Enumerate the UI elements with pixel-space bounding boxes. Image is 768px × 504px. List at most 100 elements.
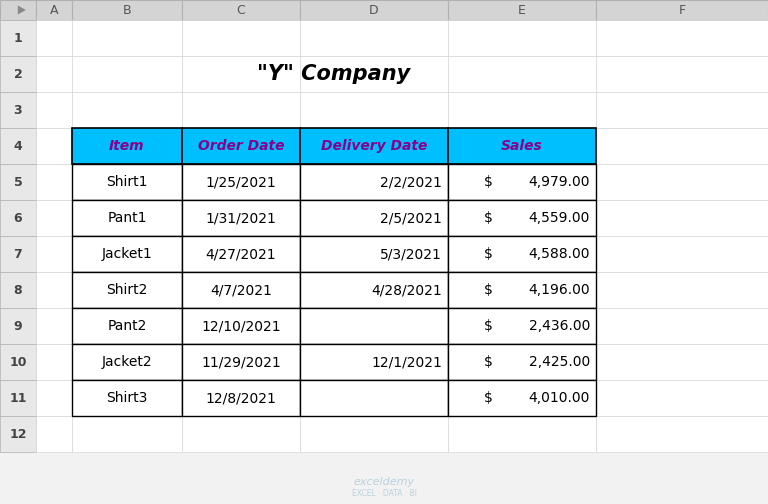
Bar <box>36 20 72 56</box>
Bar <box>182 92 300 128</box>
Text: 1/25/2021: 1/25/2021 <box>206 175 276 189</box>
Bar <box>0 128 36 164</box>
Bar <box>300 128 448 164</box>
Bar <box>36 272 72 308</box>
Bar <box>596 128 768 164</box>
Text: EXCEL · DATA · BI: EXCEL · DATA · BI <box>352 488 416 497</box>
Text: 2,425.00: 2,425.00 <box>528 355 590 369</box>
Bar <box>448 128 596 164</box>
Text: 4,588.00: 4,588.00 <box>528 247 590 261</box>
Bar <box>300 200 448 236</box>
Bar <box>596 308 768 344</box>
Text: 1/31/2021: 1/31/2021 <box>206 211 276 225</box>
Bar <box>182 272 300 308</box>
Bar <box>448 380 596 416</box>
Text: B: B <box>123 4 131 17</box>
Text: 5/3/2021: 5/3/2021 <box>380 247 442 261</box>
Polygon shape <box>18 6 26 15</box>
Text: $: $ <box>484 391 492 405</box>
Bar <box>300 200 448 236</box>
Text: F: F <box>678 4 686 17</box>
Text: $: $ <box>484 283 492 297</box>
Bar <box>36 56 72 92</box>
Bar <box>72 128 182 164</box>
Text: $: $ <box>484 319 492 333</box>
Bar <box>300 92 448 128</box>
Bar <box>182 128 300 164</box>
Bar <box>0 272 36 308</box>
Text: Item: Item <box>109 139 145 153</box>
Bar <box>36 380 72 416</box>
Bar <box>36 236 72 272</box>
Text: 10: 10 <box>9 355 27 368</box>
Bar <box>300 272 448 308</box>
Bar <box>182 272 300 308</box>
Bar <box>448 164 596 200</box>
Bar <box>300 380 448 416</box>
Bar <box>300 128 448 164</box>
Bar <box>300 20 448 56</box>
Text: 4,196.00: 4,196.00 <box>528 283 590 297</box>
Bar <box>72 0 182 20</box>
Bar <box>182 164 300 200</box>
Text: E: E <box>518 4 526 17</box>
Bar <box>0 308 36 344</box>
Text: 7: 7 <box>14 247 22 261</box>
Text: 12: 12 <box>9 427 27 440</box>
Bar <box>36 128 72 164</box>
Text: 4,010.00: 4,010.00 <box>528 391 590 405</box>
Text: C: C <box>237 4 245 17</box>
Bar <box>182 236 300 272</box>
Bar <box>72 56 182 92</box>
Bar <box>36 200 72 236</box>
Bar <box>72 164 182 200</box>
Bar <box>0 164 36 200</box>
Bar <box>596 92 768 128</box>
Bar <box>72 236 182 272</box>
Text: Order Date: Order Date <box>197 139 284 153</box>
Bar <box>596 272 768 308</box>
Bar <box>300 416 448 452</box>
Bar <box>72 272 182 308</box>
Bar <box>448 236 596 272</box>
Bar <box>300 272 448 308</box>
Bar <box>182 344 300 380</box>
Bar <box>36 344 72 380</box>
Bar <box>72 344 182 380</box>
Bar <box>182 344 300 380</box>
Text: Shirt3: Shirt3 <box>106 391 147 405</box>
Bar <box>596 236 768 272</box>
Bar <box>0 92 36 128</box>
Text: Delivery Date: Delivery Date <box>321 139 427 153</box>
Text: 2,436.00: 2,436.00 <box>528 319 590 333</box>
Bar <box>182 200 300 236</box>
Text: Jacket1: Jacket1 <box>101 247 152 261</box>
Bar <box>448 308 596 344</box>
Text: 5: 5 <box>14 175 22 188</box>
Text: 8: 8 <box>14 283 22 296</box>
Bar <box>0 236 36 272</box>
Text: 4,979.00: 4,979.00 <box>528 175 590 189</box>
Bar <box>72 128 182 164</box>
Text: $: $ <box>484 211 492 225</box>
Bar <box>300 164 448 200</box>
Bar <box>448 272 596 308</box>
Text: 11: 11 <box>9 392 27 405</box>
Bar <box>596 200 768 236</box>
Text: 1: 1 <box>14 31 22 44</box>
Bar <box>182 128 300 164</box>
Bar <box>300 308 448 344</box>
Bar <box>448 200 596 236</box>
Text: 11/29/2021: 11/29/2021 <box>201 355 281 369</box>
Bar <box>72 308 182 344</box>
Bar <box>448 164 596 200</box>
Text: 4/28/2021: 4/28/2021 <box>371 283 442 297</box>
Text: D: D <box>369 4 379 17</box>
Text: "Y" Company: "Y" Company <box>257 64 411 84</box>
Text: 3: 3 <box>14 103 22 116</box>
Text: 4,559.00: 4,559.00 <box>528 211 590 225</box>
Bar <box>182 416 300 452</box>
Bar <box>448 0 596 20</box>
Text: exceldemy: exceldemy <box>353 477 415 487</box>
Bar <box>182 0 300 20</box>
